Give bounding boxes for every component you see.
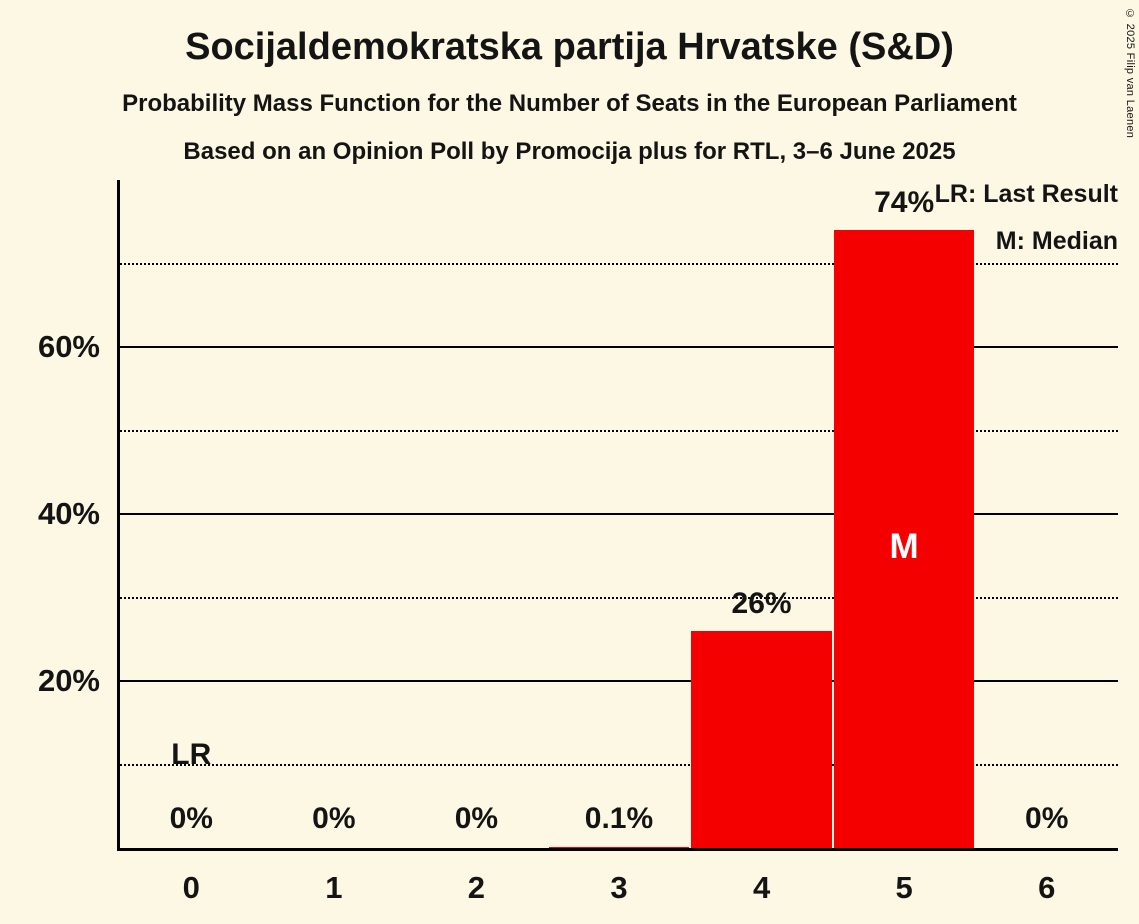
x-axis-label: 6 (1038, 870, 1056, 905)
x-axis-label: 0 (182, 870, 200, 905)
last-result-label: LR (171, 738, 212, 771)
gridline-solid (120, 346, 1118, 348)
bar-value-label: 0% (454, 802, 499, 835)
x-axis-label: 2 (467, 870, 486, 905)
gridline-solid (120, 513, 1118, 515)
x-axis-label: 4 (752, 870, 771, 905)
x-axis-label: 3 (610, 870, 628, 905)
bar-value-label: 0.1% (584, 802, 654, 835)
bar (833, 230, 975, 848)
bar-value-label: 26% (731, 586, 792, 620)
legend-median: M: Median (995, 227, 1118, 255)
gridline-dotted (120, 596, 1118, 599)
legend: LR: Last Result M: Median (935, 182, 1118, 276)
chart-title: Socijaldemokratska partija Hrvatske (S&D… (185, 26, 954, 68)
copyright-notice: © 2025 Filip van Laenen (1124, 8, 1136, 139)
y-axis-label: 40% (37, 496, 100, 531)
gridline-dotted (120, 763, 1118, 766)
y-axis-label: 20% (37, 663, 100, 698)
chart-subtitle-source: Based on an Opinion Poll by Promocija pl… (183, 138, 956, 165)
gridline-dotted (120, 262, 1118, 265)
bar (548, 847, 690, 848)
bar-value-label: 0% (312, 802, 356, 835)
bar (691, 630, 832, 848)
x-axis-label: 1 (325, 870, 343, 905)
legend-last-result: LR: Last Result (934, 180, 1118, 208)
plot-area: LR: Last Result M: Median 20% 40% 60% 0% 0 0%… (38, 180, 1118, 903)
x-axis-line (117, 848, 1118, 851)
y-axis-line (117, 180, 120, 851)
gridline-solid (120, 680, 1118, 682)
x-axis-label: 5 (895, 870, 913, 905)
bar-value-label: 74% (874, 186, 935, 220)
chart-subtitle-description: Probability Mass Function for the Number… (122, 90, 1017, 117)
median-label: M (889, 527, 919, 566)
bar-value-label: 0% (169, 802, 213, 835)
gridline-dotted (120, 429, 1118, 432)
bar-value-label: 0% (1025, 802, 1069, 835)
y-axis-label: 60% (37, 329, 100, 364)
